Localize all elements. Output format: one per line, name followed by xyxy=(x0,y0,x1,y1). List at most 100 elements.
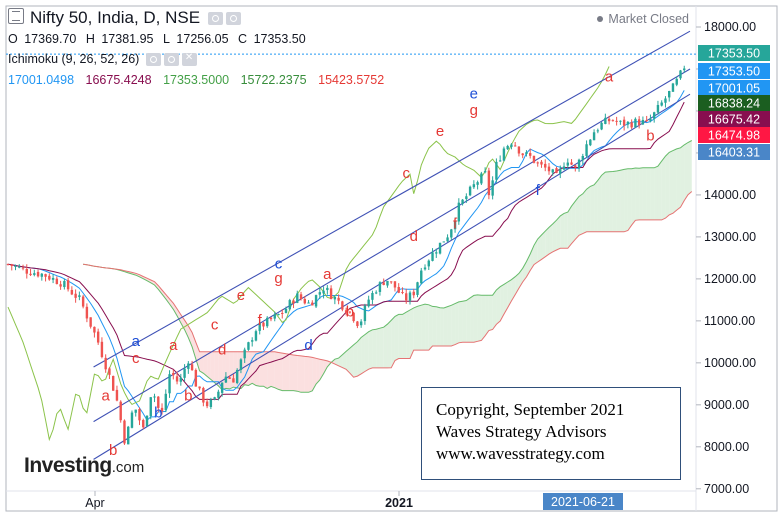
candle-body xyxy=(664,98,667,103)
wave-label: a xyxy=(169,337,178,354)
candle-body xyxy=(134,409,137,413)
wave-label: a xyxy=(102,388,111,405)
price-tick-label: 11000.00 xyxy=(704,314,755,328)
cloud-segment xyxy=(503,282,508,315)
candle-body xyxy=(108,368,111,375)
cloud-segment xyxy=(391,316,395,368)
price-badge xyxy=(698,95,770,111)
cloud-segment xyxy=(338,354,343,368)
candle-body xyxy=(14,265,17,267)
cloud-segment xyxy=(436,306,441,346)
candle-body xyxy=(33,273,36,275)
price-tick-label: 7000.00 xyxy=(704,482,749,496)
candle-body xyxy=(337,297,340,301)
candle-body xyxy=(100,341,104,357)
candle-body xyxy=(683,68,686,71)
candle-body xyxy=(626,121,630,125)
candle-body xyxy=(228,377,231,379)
eye-icon[interactable] xyxy=(207,12,223,26)
cloud-segment xyxy=(425,304,429,351)
cloud-segment xyxy=(293,355,298,392)
cloud-segment xyxy=(477,294,482,342)
wave-label: c xyxy=(132,350,140,367)
candle-body xyxy=(480,173,483,184)
candle-body xyxy=(461,199,464,204)
status-dot-icon xyxy=(597,16,604,22)
wave-label: f xyxy=(258,312,263,329)
kijun-value: 16675.4248 xyxy=(85,73,152,87)
candle-body xyxy=(232,378,235,383)
cloud-segment xyxy=(590,184,595,232)
cloud-segment xyxy=(406,310,410,359)
candle-body xyxy=(506,146,509,150)
cloud-segment xyxy=(605,171,610,232)
ichimoku-lines xyxy=(7,66,693,442)
candle-body xyxy=(314,295,318,307)
candle-body xyxy=(205,401,209,407)
cloud-segment xyxy=(346,348,350,374)
candle-body xyxy=(142,420,145,428)
price-badge xyxy=(698,45,770,61)
ohlc-low: L 17256.05 xyxy=(162,32,229,46)
candle-body xyxy=(393,281,397,288)
tenkan-line xyxy=(7,90,685,421)
candle-body xyxy=(21,267,25,269)
candle-body xyxy=(367,299,370,307)
candle-body xyxy=(96,331,100,343)
cloud-segment xyxy=(297,355,302,393)
candle-body xyxy=(386,280,389,286)
candle-body xyxy=(420,270,423,284)
candle-body xyxy=(408,292,412,301)
close-icon[interactable] xyxy=(181,52,197,67)
candle-body xyxy=(532,155,536,163)
price-badge-label: 16403.31 xyxy=(708,146,760,160)
candle-body xyxy=(78,295,81,297)
span-b-value: 15423.5752 xyxy=(318,73,385,87)
cloud-segment xyxy=(443,306,448,346)
ohlc-high: H 17381.95 xyxy=(85,32,154,46)
cloud-segment xyxy=(639,167,643,220)
candle-body xyxy=(540,161,543,165)
settings-icon[interactable] xyxy=(163,53,179,67)
cloud-segment xyxy=(680,144,685,208)
settings-icon[interactable] xyxy=(225,12,241,26)
channel-line-upper xyxy=(93,30,691,368)
candle-body xyxy=(160,407,164,412)
cloud-segment xyxy=(451,303,456,346)
crosshair-date-badge xyxy=(543,493,623,510)
trend-channels xyxy=(93,30,691,460)
cloud-segment xyxy=(665,152,670,219)
candle-body xyxy=(213,397,216,400)
cloud-segment xyxy=(398,314,403,359)
investing-logo: Investing.com xyxy=(24,454,145,477)
candle-body xyxy=(607,118,611,122)
cloud-segment xyxy=(323,360,328,374)
cloud-segment xyxy=(349,344,354,378)
candle-body xyxy=(296,293,299,303)
candle-body xyxy=(175,376,179,382)
cloud-segment xyxy=(192,332,196,359)
cloud-segment xyxy=(661,156,666,220)
candle-body xyxy=(581,156,585,161)
wave-label: d xyxy=(304,337,312,354)
cloud-segment xyxy=(669,150,673,215)
cloud-segment xyxy=(274,351,279,390)
candle-body xyxy=(311,302,314,306)
candle-body xyxy=(85,306,89,319)
crosshair-date-label: 2021-06-21 xyxy=(551,495,615,509)
eye-icon[interactable] xyxy=(145,53,161,67)
candle-body xyxy=(266,317,269,327)
candle-body xyxy=(498,160,502,162)
collapse-icon[interactable] xyxy=(8,8,24,24)
candle-body xyxy=(585,144,588,156)
cloud-segment xyxy=(627,168,632,231)
time-axis: Apr 2021 2021-06-21 xyxy=(85,491,623,510)
candle-body xyxy=(566,162,569,166)
candle-body xyxy=(577,159,581,169)
candle-body xyxy=(412,291,415,296)
price-badge-label: 17353.50 xyxy=(708,47,760,61)
cloud-segment xyxy=(195,342,200,371)
candle-body xyxy=(622,119,626,126)
